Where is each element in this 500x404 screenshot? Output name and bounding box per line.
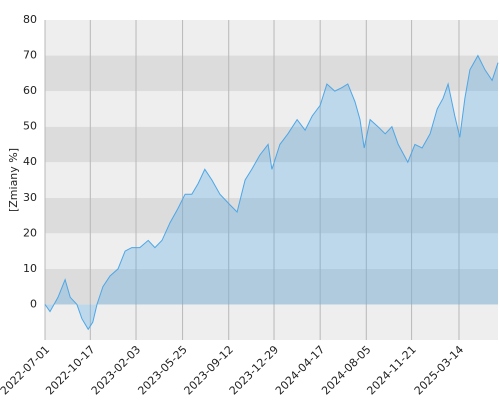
plot-band [45, 126, 498, 163]
y-tick-label: 60 [23, 84, 37, 97]
y-tick-label: 40 [23, 155, 37, 168]
plot-band [45, 91, 498, 127]
plot-band [45, 304, 498, 340]
plot-band [45, 55, 498, 92]
plot-band [45, 197, 498, 234]
x-tick-label: 2025-03-14 [412, 343, 466, 397]
x-tick-label: 2024-11-21 [364, 343, 418, 397]
plot-band [45, 20, 498, 56]
y-tick-label: 0 [30, 297, 37, 310]
y-tick-label: 70 [23, 49, 37, 62]
y-tick-label: 10 [23, 262, 37, 275]
y-axis-title: [Zmiany %] [7, 148, 20, 212]
y-tick-label: 20 [23, 226, 37, 239]
plot-band [45, 268, 498, 305]
line [44, 54, 499, 331]
y-tick-label: 50 [23, 120, 37, 133]
y-tick-label: 80 [23, 13, 37, 26]
area [45, 55, 498, 330]
y-tick-label: 30 [23, 191, 37, 204]
